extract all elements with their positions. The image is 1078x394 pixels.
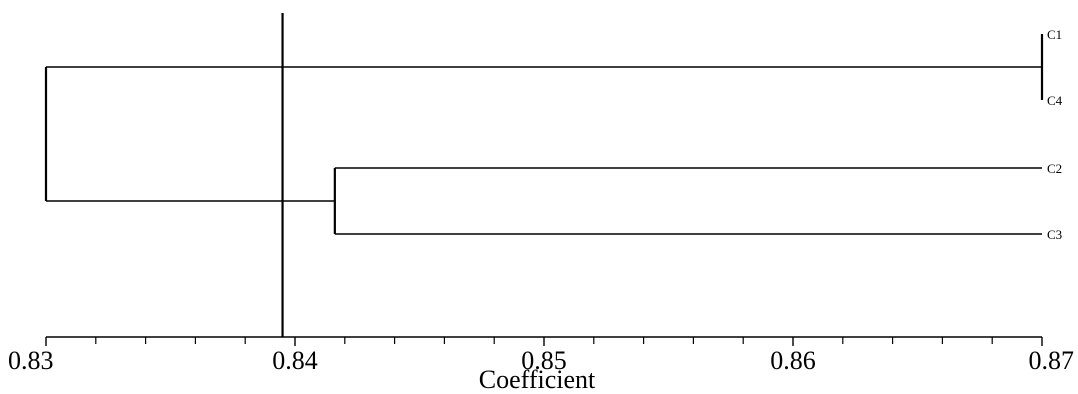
leaf-label-C3: C3 [1047,227,1062,242]
tick-label: 0.83 [8,346,54,375]
leaf-label-C1: C1 [1047,27,1062,42]
tick-label: 0.87 [1029,346,1075,375]
x-axis-title: Coefficient [479,365,596,394]
leaf-labels: C1 C4 C2 C3 [1047,27,1063,242]
x-axis: 0.83 0.84 0.85 0.86 0.87 [8,336,1075,375]
tick-label: 0.84 [272,346,318,375]
leaf-label-C4: C4 [1047,93,1063,108]
tick-label: 0.86 [770,346,816,375]
leaf-label-C2: C2 [1047,161,1062,176]
dendrogram-tree [44,34,1044,235]
tick-label: 0.85 [521,346,567,375]
